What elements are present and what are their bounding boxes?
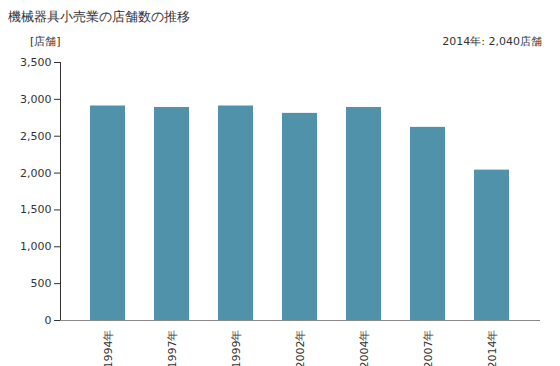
svg-text:2,500: 2,500 [20,130,52,143]
html-text:[店舗]: [店舗] [30,35,61,48]
svg-text:1999年: 1999年 [230,330,243,366]
html-text:2014年: 2,040店舗: 2014年: 2,040店舗 [442,35,542,48]
svg-text:1997年: 1997年 [166,330,179,366]
svg-text:2007年: 2007年 [422,330,435,366]
svg-text:0: 0 [45,314,52,327]
svg-text:1994年: 1994年 [102,330,115,366]
svg-text:1,500: 1,500 [20,203,52,216]
svg-text:500: 500 [31,277,52,290]
svg-text:2,000: 2,000 [20,167,52,180]
html-text:機械器具小売業の店舗数の推移: 機械器具小売業の店舗数の推移 [8,9,190,24]
svg-text:2014年: 2014年 [486,330,499,366]
svg-text:3,000: 3,000 [20,93,52,106]
svg-text:1,000: 1,000 [20,240,52,253]
svg-text:2004年: 2004年 [358,330,371,366]
svg-text:2002年: 2002年 [294,330,307,366]
svg-text:3,500: 3,500 [20,56,52,69]
